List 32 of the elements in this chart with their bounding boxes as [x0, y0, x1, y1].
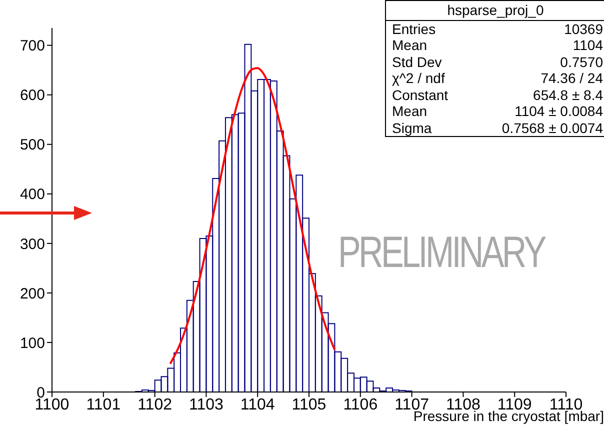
y-tick-label: 200 — [20, 285, 45, 302]
annotation: 10369 — [564, 20, 603, 37]
annotation: Constant — [392, 86, 448, 103]
x-tick-label: 1102 — [138, 396, 172, 414]
x-tick-label: 1101 — [86, 396, 121, 414]
annotation: χ^2 / ndf — [392, 70, 445, 86]
y-tick-label: 400 — [20, 186, 45, 204]
annotation: Sigma — [392, 120, 432, 136]
y-tick-label: 300 — [20, 236, 45, 253]
y-tick-label: 500 — [20, 136, 45, 154]
annotation: 74.36 / 24 — [540, 70, 603, 86]
annotation: PRELIMINARY — [338, 228, 544, 278]
annotation: 0.7570 — [560, 54, 603, 70]
annotation: 1104 ± 0.0084 — [514, 103, 603, 120]
x-tick-label: 1106 — [343, 396, 378, 414]
line-series — [169, 67, 336, 365]
x-tick-label: 1105 — [292, 396, 326, 414]
annotation: 654.8 ± 8.4 — [533, 86, 603, 103]
x-tick-label: 1108 — [446, 396, 481, 414]
y-tick-label: 600 — [20, 87, 45, 104]
annotation: Entries — [392, 20, 436, 37]
y-tick-label: 100 — [20, 334, 45, 352]
annotation: Mean — [392, 37, 428, 54]
text: 1104 — [572, 37, 603, 54]
annotation: Mean — [392, 103, 428, 120]
annotation: 0.7568 ± 0.0074 — [502, 120, 603, 136]
x-tick-label: 1104 — [240, 396, 275, 414]
y-tick-label: 700 — [20, 38, 45, 55]
x-tick-label: 1103 — [188, 396, 224, 414]
annotation: Std Dev — [392, 54, 442, 70]
x-tick-label: 1109 — [497, 396, 532, 414]
chart-title: hsparse_proj_0 — [386, 1, 604, 20]
